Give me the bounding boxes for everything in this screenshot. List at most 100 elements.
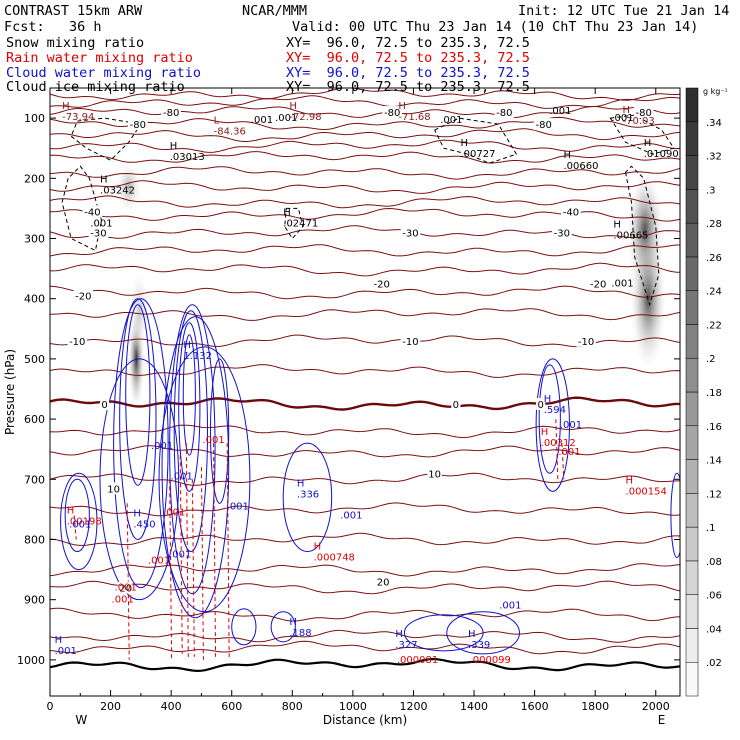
x-tick-label: 1400 <box>460 700 488 713</box>
field-xy-rain: XY= 96.0, 72.5 to 235.3, 72.5 <box>286 50 530 66</box>
field-xy-snow: XY= 96.0, 72.5 to 235.3, 72.5 <box>286 35 530 51</box>
freezing-level-line <box>50 396 680 411</box>
contour-value-label: .001 <box>112 595 134 606</box>
isotherm-label-bg <box>99 398 110 411</box>
cloud-water-contour <box>282 442 333 553</box>
y-tick-label: 800 <box>24 533 45 546</box>
cloud-water-contour <box>113 298 169 589</box>
isotherm-line <box>50 106 680 119</box>
isotherm-label-bg <box>561 205 581 218</box>
rain-water-contour <box>179 455 183 654</box>
extremum-mark: H <box>544 394 552 405</box>
extremum-mark: H <box>460 138 468 149</box>
x-tick-label: 200 <box>100 700 121 713</box>
extremum-mark: H <box>563 150 571 161</box>
colorbar-tick-label: .14 <box>706 456 722 467</box>
isotherm-label: 0 <box>537 400 543 411</box>
colorbar: .02 .04 .06 .08 .1 .12 .14 .16 .18 .2 .22 .24 .26 .28… <box>685 87 728 697</box>
contour-value-label: .001 <box>499 601 521 612</box>
isotherm-label-bg <box>633 106 654 119</box>
colorbar-swatch <box>685 425 699 460</box>
isotherm-label-bg <box>82 205 103 218</box>
isotherm-label-bg <box>533 118 554 131</box>
y-tick-label: 200 <box>24 172 45 185</box>
forecast-hour: Fcst: 36 h <box>4 19 102 35</box>
isotherm-line <box>50 116 680 131</box>
rain-water-contour <box>226 443 230 660</box>
isotherm-label: -20 <box>590 280 606 291</box>
cloud-water-contour <box>231 608 257 646</box>
cloud-water-contour <box>161 316 230 619</box>
cloud-ice-contour <box>624 165 660 307</box>
extremum-value: -72.98 <box>289 112 321 123</box>
colorbar-tick-label: .22 <box>706 320 722 331</box>
extremum-mark: H <box>133 508 141 519</box>
rain-water-contour <box>169 479 173 660</box>
x-tick-label: 1200 <box>399 700 427 713</box>
isotherm-label-bg <box>128 118 148 131</box>
isotherm-label: -80 <box>536 120 552 131</box>
field-name-cloud-ice: Cloud ice mixing ratio <box>6 79 185 95</box>
terrain-line <box>50 658 680 673</box>
contour-value-label: .001 <box>115 583 137 594</box>
colorbar-swatch <box>685 594 699 629</box>
colorbar-swatch <box>685 87 699 123</box>
isotherm-label: 10 <box>107 484 120 495</box>
isotherm-label-bg <box>576 334 596 347</box>
colorbar-tick-label: .28 <box>706 219 722 230</box>
isotherm-line <box>50 285 680 300</box>
isotherm-label-bg <box>400 334 421 347</box>
cloud-water-contour <box>182 334 196 456</box>
isotherm-line <box>50 472 680 486</box>
contour-value-label: .001 <box>171 471 193 482</box>
extremum-value: .00665 <box>613 230 648 241</box>
contour-value-label: .001 <box>275 113 297 124</box>
cloud-water-contour <box>538 364 561 474</box>
isotherm-line <box>50 195 680 209</box>
cloud-water-contour <box>178 322 201 492</box>
colorbar-tick-label: .16 <box>706 422 722 433</box>
cloud-water-contour <box>535 358 570 492</box>
colorbar-tick-label: .1 <box>706 523 716 534</box>
cloud-water-contour <box>403 614 484 652</box>
extremum-value: .594 <box>544 405 566 416</box>
isotherm-label-bg <box>88 226 109 239</box>
extremum-value: .450 <box>133 519 155 530</box>
contour-value-label: .001 <box>151 441 173 452</box>
isotherm-line <box>50 262 680 277</box>
colorbar-tick-label: .26 <box>706 253 722 264</box>
contour-value-label: .001 <box>148 556 170 567</box>
y-axis-label: Pressure (hPa) <box>3 349 17 435</box>
organization-label: NCAR/MMM <box>242 3 308 19</box>
extremum-value: -71.68 <box>398 112 430 123</box>
isotherm-label: 0 <box>453 400 459 411</box>
extremum-value: .00660 <box>563 161 598 172</box>
isotherm-line <box>50 308 680 321</box>
extremum-mark: H <box>314 542 322 553</box>
extremum-mark: H <box>613 219 621 230</box>
extremum-mark: H <box>55 635 63 646</box>
extremum-value: .00312 <box>541 438 576 449</box>
extremum-value: .000154 <box>626 486 667 497</box>
extremum-mark: H <box>297 478 305 489</box>
contour-value-label: .001 <box>90 218 112 229</box>
extremum-mark: H <box>62 101 70 112</box>
field-name-cloud-water: Cloud water mixing ratio <box>6 65 202 81</box>
isotherm-line <box>50 139 680 153</box>
contour-value-label: .001 <box>549 106 571 117</box>
rain-water-contour <box>213 443 217 657</box>
extremum-mark: H <box>170 141 178 152</box>
axes: 0 200 400 600 800 1000 1200 1400 1600 1800 2000100… <box>3 87 681 727</box>
cloud-water-contour <box>173 310 208 553</box>
x-axis-label: Distance (km) <box>323 713 407 727</box>
isotherm-label: -20 <box>373 280 389 291</box>
isotherm-line <box>50 629 680 643</box>
extremum-value: .327 <box>395 640 417 651</box>
extremum-mark: H <box>626 475 634 486</box>
isotherm-line <box>50 607 680 622</box>
rain-water-contour <box>185 443 189 657</box>
isotherm-line <box>50 166 680 180</box>
isotherm-label-bg <box>451 398 461 411</box>
extremum-value: .03013 <box>170 152 205 163</box>
colorbar-swatch <box>685 324 699 359</box>
